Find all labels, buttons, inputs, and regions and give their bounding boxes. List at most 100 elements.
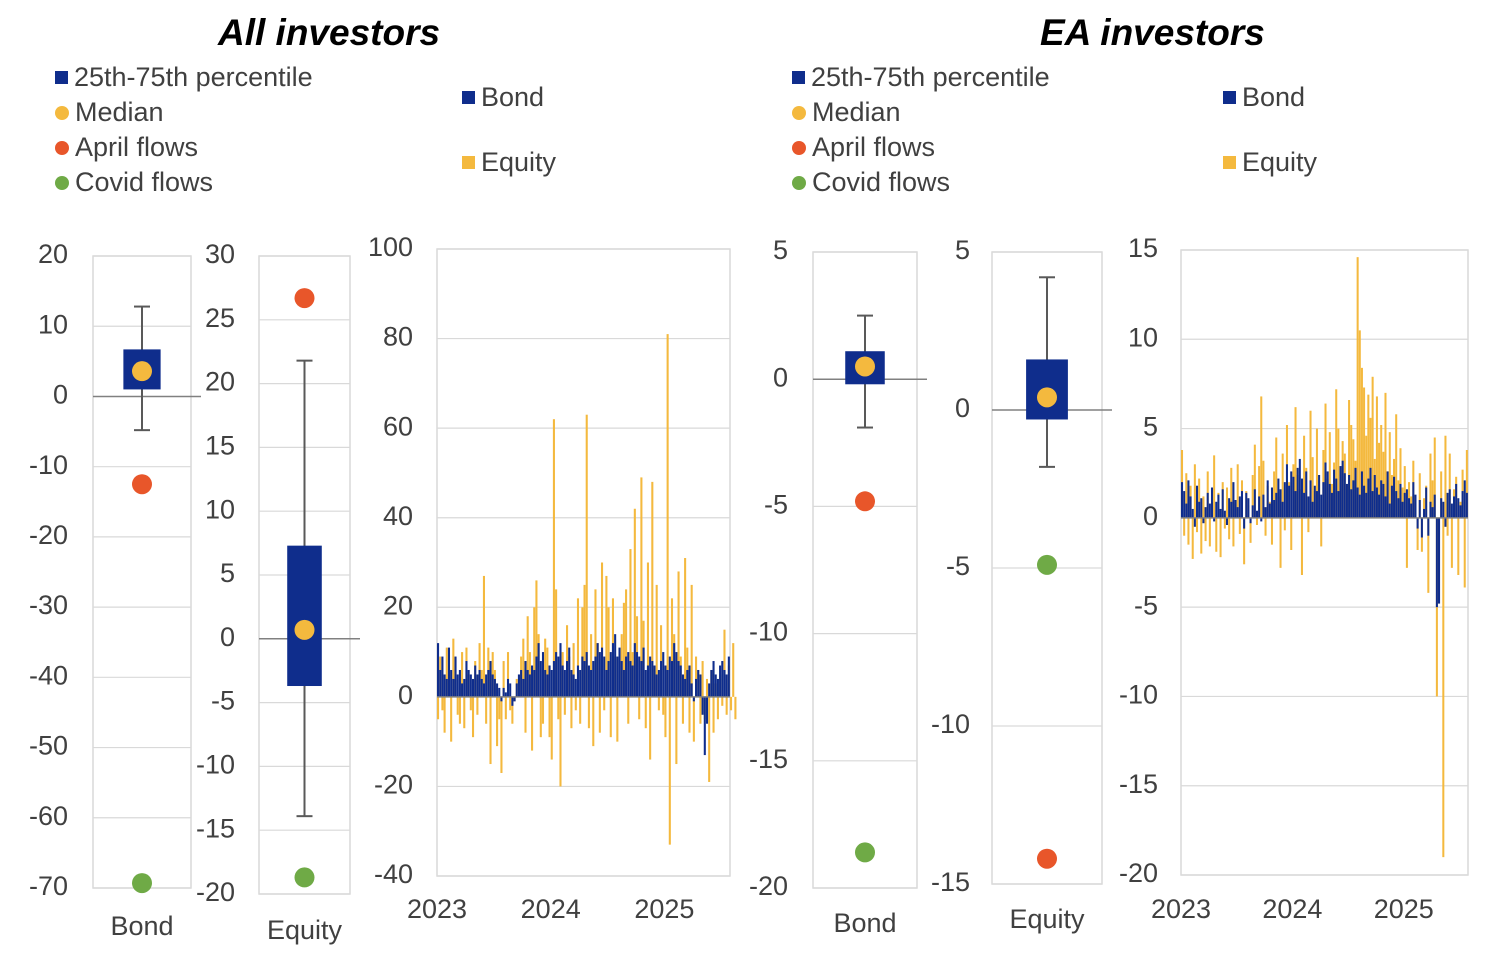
bond-bar xyxy=(500,696,503,702)
equity-bar xyxy=(1463,517,1466,588)
bond-bar xyxy=(668,656,671,697)
bond-bar xyxy=(642,647,645,697)
y-tick-label: -30 xyxy=(29,590,68,620)
bond-bar xyxy=(596,643,599,697)
equity-bar xyxy=(1300,517,1303,575)
bond-bar xyxy=(1348,475,1351,518)
bond-bar xyxy=(1418,500,1421,518)
bond-bar xyxy=(1427,517,1430,536)
bond-bar xyxy=(465,661,468,697)
bond-bar xyxy=(1333,469,1336,518)
equity-bar xyxy=(640,477,643,697)
april-flows-dot xyxy=(1037,848,1057,869)
bond-bar xyxy=(690,683,693,697)
bond-bar xyxy=(1294,491,1297,518)
bond-bar xyxy=(441,656,444,697)
y-tick-label: 0 xyxy=(773,362,788,392)
bond-bar xyxy=(1324,462,1327,518)
bond-bar xyxy=(520,669,523,697)
equity-bar xyxy=(1232,517,1235,547)
bond-bar xyxy=(491,674,494,697)
bond-bar xyxy=(620,661,623,697)
category-label: Bond xyxy=(833,908,896,938)
bond-bar xyxy=(1371,491,1374,518)
bond-bar xyxy=(1217,494,1220,518)
bond-bar xyxy=(684,678,687,697)
category-label: Equity xyxy=(267,915,343,945)
y-tick-label: -10 xyxy=(196,750,235,780)
bond-bar xyxy=(478,669,481,697)
equity-bar xyxy=(524,696,527,733)
equity-bar xyxy=(1264,517,1267,536)
category-label: Bond xyxy=(110,911,173,941)
bond-bar xyxy=(493,678,496,697)
bond-bar xyxy=(1253,489,1256,518)
equity-bar xyxy=(504,696,507,720)
plot-frame xyxy=(1180,249,1469,876)
bond-bar xyxy=(670,661,674,697)
bond-bar xyxy=(1354,467,1357,518)
bond-bar xyxy=(568,647,571,697)
bond-bar xyxy=(1369,467,1372,518)
equity-bar xyxy=(677,571,680,697)
bond-bar xyxy=(1279,489,1282,518)
legend-item-25th-75th-percentile: 25th-75th percentile xyxy=(792,62,1050,93)
legend-label: Equity xyxy=(481,147,557,177)
equity-bar xyxy=(1380,425,1383,518)
bond-bar xyxy=(1343,473,1346,518)
equity-bar xyxy=(563,696,566,715)
equity-bar xyxy=(469,696,472,711)
equity-bar xyxy=(1219,517,1222,558)
bond-bar xyxy=(1232,482,1235,518)
legend-label: Bond xyxy=(481,82,545,112)
bond-bar xyxy=(1425,487,1428,518)
equity-bar xyxy=(616,696,619,742)
legend-item-median: Median xyxy=(792,97,901,128)
bond-bar xyxy=(1414,494,1417,518)
bond-bar xyxy=(485,674,488,697)
bond-bar xyxy=(644,669,647,697)
y-tick-label: 80 xyxy=(383,322,413,352)
bond-bar xyxy=(1270,487,1273,518)
equity-bar xyxy=(590,634,593,697)
bond-bar xyxy=(1221,489,1224,518)
equity-bar xyxy=(655,584,658,697)
y-tick-label: 5 xyxy=(220,558,235,588)
bond-bar xyxy=(675,652,678,697)
bond-bar xyxy=(1298,458,1301,518)
bond-bar xyxy=(541,652,545,697)
bond-bar xyxy=(1240,491,1244,518)
bond-bar xyxy=(1202,517,1205,524)
bond-bar xyxy=(469,674,472,697)
equity-bar xyxy=(732,643,735,697)
bond-bar xyxy=(509,683,512,697)
equity-bar xyxy=(649,696,652,760)
equity-bar xyxy=(609,696,612,738)
equity-bar xyxy=(1448,453,1451,518)
equity-bar xyxy=(581,607,584,697)
bond-bar xyxy=(550,669,553,697)
bond-bar xyxy=(640,661,643,697)
bond-bar xyxy=(1223,510,1226,518)
bond-bar xyxy=(600,647,604,697)
y-tick-label: -20 xyxy=(749,871,788,901)
equity-bar xyxy=(705,678,709,697)
equity-bar xyxy=(1440,471,1443,518)
bond-bar xyxy=(1330,492,1333,518)
bond-bar xyxy=(1230,501,1233,518)
equity-bar xyxy=(721,696,724,706)
bond-bar xyxy=(1266,480,1269,518)
bond-bar xyxy=(1204,507,1207,518)
bond-bar xyxy=(1440,498,1443,518)
bond-bar xyxy=(546,674,549,697)
equity-bar xyxy=(1363,387,1366,518)
bond-bar xyxy=(1219,508,1222,518)
equity-bar xyxy=(1273,471,1276,518)
equity-bar xyxy=(600,562,604,697)
equity-bar xyxy=(570,696,573,729)
equity-bar xyxy=(585,414,588,697)
equity-bar xyxy=(550,696,553,760)
bond-bar xyxy=(1335,478,1338,518)
bond-bar xyxy=(727,656,730,697)
y-tick-label: -40 xyxy=(374,859,413,889)
